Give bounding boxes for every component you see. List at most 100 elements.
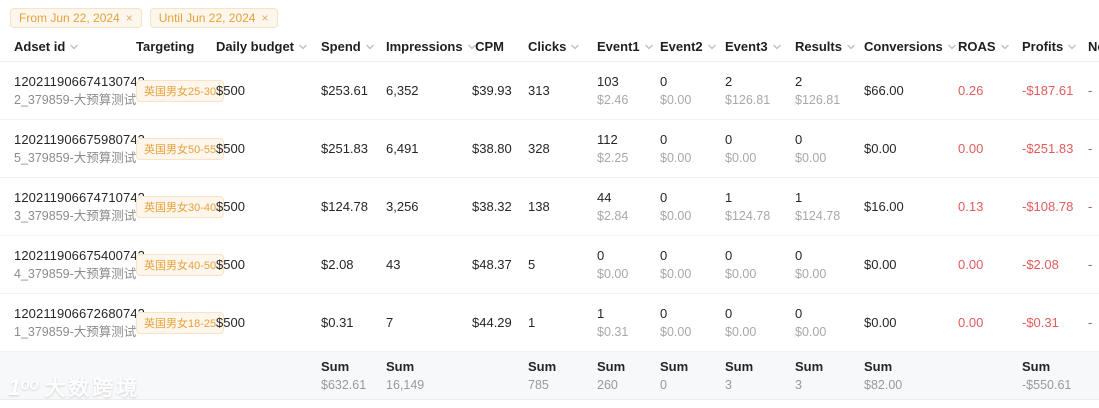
cell-clicks: 138: [528, 199, 550, 214]
result-count: 0: [795, 305, 803, 321]
cell-no: -: [1088, 257, 1093, 272]
cell-conversions: $0.00: [864, 315, 897, 330]
targeting-tag: 英国男女30-40: [136, 195, 225, 218]
cell-conversions: $0.00: [864, 257, 897, 272]
adset-name: 4_379859-大预算测试: [14, 266, 137, 281]
event-value: $0.00: [725, 324, 757, 339]
cell-event2: 0 $0.00: [660, 72, 725, 110]
table-header-row: Adset id Targeting Daily budget Spend Im…: [0, 32, 1099, 62]
cell-targeting: 英国男女50-55: [136, 137, 225, 160]
sum-cell-clicks: Sum 785: [528, 358, 597, 394]
cell-roas: 0.00: [958, 315, 984, 330]
result-value: $124.78: [795, 208, 841, 223]
adset-id: 120211906674130742: [14, 73, 145, 89]
targeting-tag: 英国男女18-25: [136, 311, 225, 334]
event-value: $0.00: [725, 266, 757, 281]
chevron-down-icon: [366, 44, 374, 50]
close-icon[interactable]: ×: [125, 11, 133, 25]
adset-id: 120211906674710742: [14, 189, 145, 205]
result-count: 0: [795, 131, 803, 147]
cell-cpm: $38.32: [472, 199, 512, 214]
cell-conversions: $66.00: [864, 83, 904, 98]
sum-value: 0: [660, 377, 667, 392]
event-count: 0: [597, 247, 605, 263]
sum-value: $82.00: [864, 377, 903, 392]
event-value: $0.00: [660, 92, 692, 107]
cell-no: -: [1088, 199, 1093, 214]
column-label: Profits: [1022, 39, 1064, 54]
targeting-tag: 英国男女50-55: [136, 137, 225, 160]
targeting-tag: 英国男女25-30: [136, 79, 225, 102]
cell-spend: $253.61: [321, 83, 368, 98]
event-count: 0: [660, 131, 668, 147]
adset-name: 2_379859-大预算测试: [14, 92, 137, 107]
result-value: $0.00: [795, 266, 827, 281]
column-header-conversions[interactable]: Conversions: [864, 39, 958, 54]
filter-tag-label: From Jun 22, 2024: [19, 11, 120, 25]
event-count: 2: [725, 73, 733, 89]
cell-event1: 112 $2.25: [597, 130, 660, 168]
event-value: $0.00: [725, 150, 757, 165]
chevron-down-icon: [707, 44, 716, 50]
close-icon[interactable]: ×: [261, 11, 269, 25]
result-count: 1: [795, 189, 803, 205]
cell-targeting: 英国男女18-25: [136, 311, 225, 334]
cell-event2: 0 $0.00: [660, 304, 725, 342]
event-count: 0: [660, 189, 668, 205]
result-value: $126.81: [795, 92, 841, 107]
cell-event3: 1 $124.78: [725, 188, 795, 226]
event-value: $2.25: [597, 150, 629, 165]
column-header-profits[interactable]: Profits: [1022, 39, 1088, 54]
cell-spend: $124.78: [321, 199, 368, 214]
cell-event3: 0 $0.00: [725, 246, 795, 284]
chevron-down-icon: [948, 44, 956, 50]
chevron-down-icon: [772, 44, 781, 50]
event-count: 0: [725, 305, 733, 321]
column-label: No: [1088, 39, 1099, 54]
column-header-spend[interactable]: Spend: [321, 39, 386, 54]
cell-adset: 120211906674130742 2_379859-大预算测试: [14, 72, 145, 110]
cell-impressions: 7: [386, 315, 394, 330]
cell-adset: 120211906675400742 4_379859-大预算测试: [14, 246, 145, 284]
adset-name: 1_379859-大预算测试: [14, 324, 137, 339]
cell-results: 0 $0.00: [795, 130, 864, 168]
cell-no: -: [1088, 315, 1093, 330]
cell-results: 1 $124.78: [795, 188, 864, 226]
chevron-down-icon: [70, 44, 78, 50]
filter-tag-from-date[interactable]: From Jun 22, 2024 ×: [10, 8, 142, 28]
sum-label: Sum: [660, 358, 689, 374]
event-count: 0: [660, 305, 668, 321]
cell-profits: -$108.78: [1022, 199, 1074, 214]
cell-roas: 0.00: [958, 257, 984, 272]
event-value: $0.00: [660, 324, 692, 339]
cell-daily-budget: $500: [216, 257, 245, 272]
column-header-clicks[interactable]: Clicks: [528, 39, 597, 54]
column-header-adset-id[interactable]: Adset id: [14, 39, 136, 54]
column-label: Clicks: [528, 39, 567, 54]
event-value: $0.00: [660, 208, 692, 223]
adset-id: 120211906675400742: [14, 247, 145, 263]
sum-label: Sum: [725, 358, 754, 374]
cell-event2: 0 $0.00: [660, 130, 725, 168]
column-header-results[interactable]: Results: [795, 39, 864, 54]
cell-results: 0 $0.00: [795, 304, 864, 342]
event-value: $2.84: [597, 208, 629, 223]
column-header-event3[interactable]: Event3: [725, 39, 795, 54]
column-label: Targeting: [136, 39, 195, 54]
column-label: Event3: [725, 39, 768, 54]
cell-cpm: $48.37: [472, 257, 512, 272]
cell-daily-budget: $500: [216, 141, 245, 156]
cell-profits: -$2.08: [1022, 257, 1059, 272]
cell-roas: 0.26: [958, 83, 984, 98]
column-header-impressions[interactable]: Impressions: [386, 39, 476, 54]
column-header-roas[interactable]: ROAS: [958, 39, 1022, 54]
result-count: 2: [795, 73, 803, 89]
sum-label: Sum: [597, 358, 626, 374]
chevron-down-icon: [571, 44, 579, 50]
column-header-daily-budget[interactable]: Daily budget: [216, 39, 321, 54]
column-header-event1[interactable]: Event1: [597, 39, 660, 54]
column-header-event2[interactable]: Event2: [660, 39, 725, 54]
filter-tag-until-date[interactable]: Until Jun 22, 2024 ×: [149, 8, 278, 28]
chevron-down-icon: [299, 44, 307, 50]
cell-daily-budget: $500: [216, 199, 245, 214]
